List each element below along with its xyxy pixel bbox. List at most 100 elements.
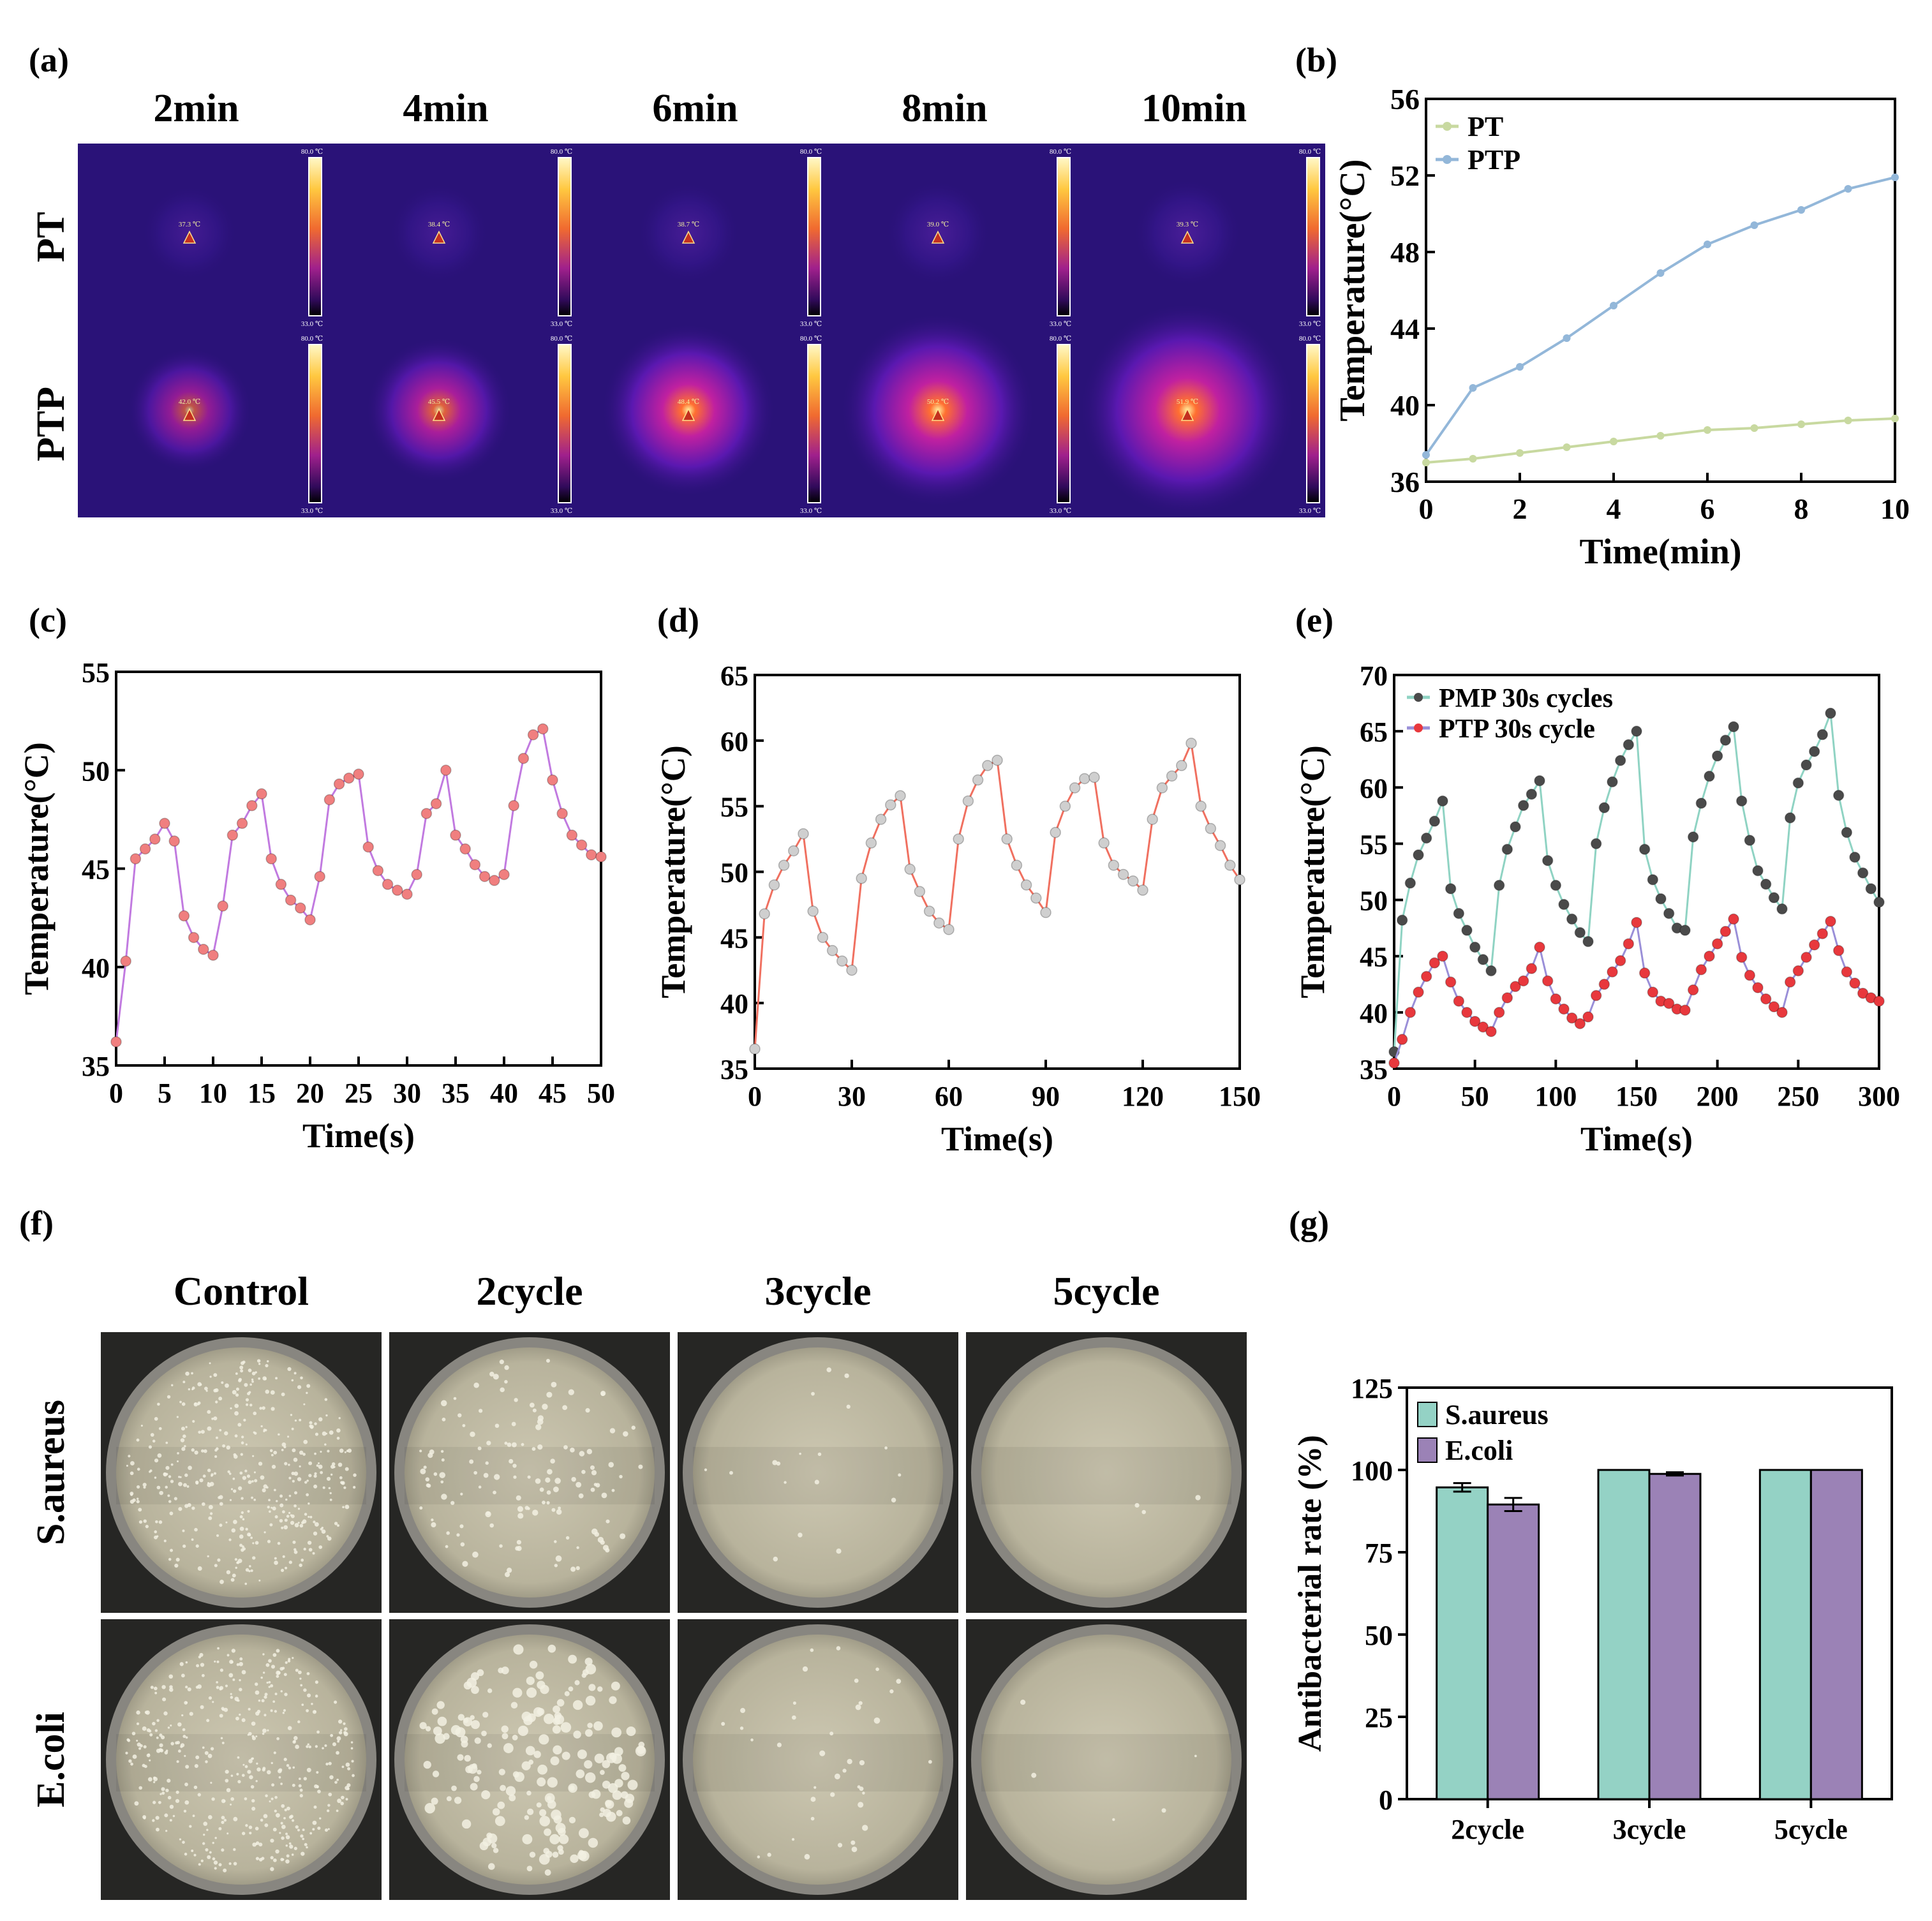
bacterial-colony — [154, 1476, 157, 1479]
data-point — [1720, 926, 1732, 937]
bacterial-colony — [307, 1743, 309, 1746]
bacterial-colony — [280, 1690, 283, 1693]
bacterial-colony — [236, 1561, 239, 1564]
bacterial-colony — [232, 1477, 235, 1480]
data-point — [527, 729, 539, 741]
bacterial-colony — [343, 1486, 346, 1489]
bacterial-colony — [616, 1809, 623, 1816]
bacterial-colony — [251, 1799, 255, 1803]
data-point — [1469, 1016, 1481, 1027]
bacterial-colony — [268, 1686, 271, 1688]
bacterial-colony — [493, 1848, 499, 1853]
data-point — [1598, 979, 1610, 990]
bacterial-colony — [306, 1672, 310, 1675]
bacterial-colony — [175, 1790, 179, 1794]
data-point — [992, 754, 1003, 766]
bacterial-colony — [302, 1837, 305, 1841]
bacterial-colony — [233, 1848, 236, 1851]
data-point — [923, 905, 935, 917]
bacterial-colony — [201, 1673, 205, 1677]
bacterial-colony — [431, 1708, 438, 1715]
bacterial-colony — [170, 1480, 174, 1483]
plate-row-header: E.coli — [29, 1712, 73, 1807]
bacterial-colony — [252, 1842, 256, 1847]
legend-label: PMP 30s cycles — [1439, 684, 1613, 713]
bacterial-colony — [248, 1565, 251, 1568]
agar-surface — [116, 1635, 366, 1885]
bacterial-colony — [274, 1557, 277, 1560]
bacterial-colony — [443, 1733, 450, 1740]
bacterial-colony — [244, 1383, 248, 1387]
bacterial-colony — [531, 1447, 536, 1451]
data-point — [1655, 893, 1667, 905]
bacterial-colony — [280, 1783, 283, 1785]
bacterial-colony — [345, 1762, 350, 1767]
bacterial-colony — [278, 1433, 280, 1436]
bacterial-colony — [928, 1760, 932, 1764]
x-tick-label: 0 — [1387, 1081, 1401, 1112]
bacterial-colony — [243, 1418, 246, 1422]
bacterial-colony — [535, 1478, 541, 1484]
data-point — [1607, 776, 1618, 788]
bacterial-colony — [208, 1696, 212, 1700]
data-point — [1801, 759, 1812, 771]
x-tick-label: 0 — [109, 1078, 123, 1109]
bacterial-colony — [239, 1515, 243, 1518]
bacterial-colony — [588, 1684, 596, 1691]
bacterial-colony — [509, 1794, 516, 1802]
bacterial-colony — [281, 1442, 286, 1447]
y-tick-label: 35 — [1360, 1054, 1388, 1085]
bacterial-colony — [208, 1516, 212, 1520]
bacterial-colony — [163, 1539, 167, 1543]
temperature-readout: 38.7 ℃ — [678, 221, 699, 228]
bacterial-colony — [167, 1726, 170, 1729]
bacterial-colony — [262, 1406, 265, 1410]
bacterial-colony — [536, 1802, 542, 1808]
y-tick-label: 0 — [1379, 1784, 1393, 1816]
y-tick-label: 50 — [1365, 1620, 1393, 1651]
bacterial-colony — [161, 1787, 165, 1791]
bacterial-colony — [167, 1494, 170, 1497]
bacterial-colony — [153, 1686, 158, 1691]
data-point — [1566, 913, 1578, 925]
bacterial-colony — [179, 1400, 182, 1404]
data-point — [1687, 984, 1699, 996]
data-point — [459, 843, 471, 855]
data-point — [1516, 363, 1524, 371]
bacterial-colony — [233, 1453, 237, 1457]
data-point — [217, 900, 228, 912]
bacterial-colony — [294, 1504, 297, 1508]
bacterial-colony — [167, 1795, 172, 1800]
temperature-readout: 48.4 ℃ — [678, 398, 699, 406]
bacterial-colony — [350, 1747, 353, 1750]
temperature-readout: 45.5 ℃ — [428, 398, 450, 406]
bacterial-colony — [329, 1492, 332, 1495]
bacterial-colony — [283, 1709, 286, 1712]
bacterial-colony — [239, 1534, 244, 1539]
bacterial-colony — [608, 1462, 614, 1468]
data-point — [207, 949, 219, 961]
bacterial-colony — [197, 1793, 201, 1797]
data-point — [1752, 864, 1764, 877]
bacterial-colony — [195, 1755, 200, 1760]
bacterial-colony — [174, 1563, 179, 1568]
y-tick-label: 65 — [1360, 716, 1388, 748]
bacterial-colony — [138, 1747, 142, 1750]
bacterial-colony — [202, 1474, 206, 1478]
bacterial-colony — [326, 1476, 331, 1481]
bacterial-colony — [219, 1686, 224, 1690]
data-point — [1040, 907, 1051, 919]
x-tick-label: 5 — [158, 1078, 172, 1109]
bacterial-colony — [246, 1474, 251, 1478]
bacterial-colony — [247, 1509, 250, 1513]
bacterial-colony — [297, 1385, 302, 1390]
bacterial-colony — [212, 1841, 214, 1844]
bacterial-colony — [345, 1467, 349, 1471]
bacterial-colony — [314, 1472, 317, 1475]
bacterial-colony — [512, 1464, 517, 1468]
data-point — [768, 879, 780, 891]
bacterial-colony — [314, 1452, 316, 1455]
bacterial-colony — [235, 1393, 239, 1397]
bacterial-colony — [174, 1497, 177, 1501]
bacterial-colony — [470, 1720, 480, 1730]
